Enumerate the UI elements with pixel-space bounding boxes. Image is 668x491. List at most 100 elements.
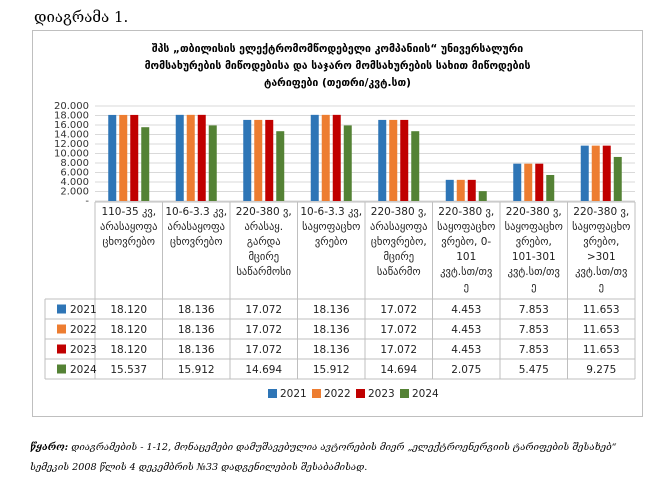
category-label: ცხოვრებო (103, 236, 156, 248)
category-label: ვრებო, 0- (441, 236, 491, 248)
bar-2023 (197, 114, 206, 201)
data-value: 17.072 (380, 304, 417, 316)
data-value: 15.912 (313, 364, 350, 376)
data-value: 18.136 (178, 304, 215, 316)
category-label: 101-301 (512, 251, 556, 263)
category-label: კვტ.სთ/თვ (575, 266, 627, 278)
data-value: 11.653 (583, 324, 620, 336)
data-value: 5.475 (519, 364, 549, 376)
bar-2022 (389, 119, 398, 201)
legend-key-2022 (312, 389, 321, 398)
bar-2024 (613, 156, 622, 201)
category-label: საყოფაცხო (572, 221, 630, 233)
category-label: ცხოვრებო, (371, 236, 427, 248)
category-label: ე (464, 281, 469, 293)
bar-2024 (141, 127, 150, 201)
data-value: 17.072 (245, 324, 282, 336)
category-label: 220-380 ვ, (506, 206, 562, 218)
y-tick-label: 10.000 (54, 149, 89, 160)
data-value: 7.853 (519, 344, 549, 356)
category-label: 101 (456, 251, 476, 263)
category-label: 220-380 ვ, (371, 206, 427, 218)
bar-2024 (208, 125, 217, 201)
bar-2023 (265, 119, 274, 201)
category-label: ე (599, 281, 604, 293)
category-label: 220-380 ვ, (438, 206, 494, 218)
legend-key-2024 (400, 389, 409, 398)
data-value: 9.275 (586, 364, 616, 376)
bar-2022 (254, 119, 263, 201)
category-label: საყოფაცხო (302, 221, 360, 233)
chart-title: შპს „თბილისის ელექტრომომწოდებელი კომპანი… (144, 43, 531, 89)
legend-label: 2021 (280, 388, 307, 400)
category-label: >301 (587, 251, 616, 263)
y-tick-label: 18.000 (54, 111, 89, 122)
bar-2023 (467, 179, 476, 201)
y-tick-label: 2.000 (60, 187, 89, 198)
category-label: ცხოვრებო (170, 236, 223, 248)
data-value: 7.853 (519, 324, 549, 336)
category-label: კვტ.სთ/თვ (508, 266, 560, 278)
y-tick-label: 4.000 (60, 177, 89, 188)
table-key-2021 (57, 304, 66, 314)
category-label: ვრებო (315, 236, 348, 248)
category-label: ვრებო, (516, 236, 552, 248)
data-value: 15.912 (178, 364, 215, 376)
bar-2024 (276, 131, 285, 201)
legend-key-2021 (268, 389, 277, 398)
table-series-label: 2021 (70, 304, 97, 316)
bar-2023 (602, 145, 611, 201)
bar-2024 (411, 131, 420, 201)
y-tick-label: 16.000 (54, 120, 89, 131)
data-value: 18.136 (178, 324, 215, 336)
y-tick-label: 6.000 (60, 168, 89, 179)
footnote-lead: წყარო: (30, 442, 69, 453)
data-value: 14.694 (380, 364, 417, 376)
category-label: 110-35 კვ, (101, 206, 156, 218)
bar-2024 (546, 174, 555, 201)
legend-label: 2022 (324, 388, 351, 400)
bar-2022 (456, 179, 465, 201)
category-label: საწარმოსი (236, 266, 291, 278)
table-key-2023 (57, 344, 66, 354)
y-tick-label: 20.000 (54, 101, 89, 112)
legend-label: 2023 (368, 388, 395, 400)
category-label: საყოფაცხო (437, 221, 495, 233)
bar-2023 (400, 119, 409, 201)
category-label: ე (531, 281, 536, 293)
data-value: 18.120 (110, 324, 147, 336)
data-value: 18.136 (313, 324, 350, 336)
table-key-2022 (57, 324, 66, 334)
data-value: 17.072 (380, 324, 417, 336)
footnote-text: დიაგრამების - 1-12, მონაცემები დამუშავებ… (30, 442, 617, 473)
category-label: 220-380 ვ, (236, 206, 292, 218)
bar-2021 (175, 114, 184, 201)
figure-caption: დიაგრამა 1. (34, 8, 129, 26)
category-label: საყოფაცხო (505, 221, 563, 233)
bar-2021 (310, 114, 319, 201)
data-value: 2.075 (451, 364, 481, 376)
table-series-label: 2023 (70, 344, 97, 356)
legend-key-2023 (356, 389, 365, 398)
category-label: 10-6-3.3 კვ, (165, 206, 227, 218)
data-value: 11.653 (583, 304, 620, 316)
category-label: ვრებო, (583, 236, 619, 248)
bar-2021 (108, 114, 117, 201)
table-key-2024 (57, 364, 66, 374)
y-tick-label: - (85, 196, 89, 207)
category-label: 10-6-3.3 კვ, (300, 206, 362, 218)
data-value: 18.136 (313, 344, 350, 356)
data-value: 18.136 (313, 304, 350, 316)
bar-2021 (445, 179, 454, 201)
y-tick-label: 14.000 (54, 130, 89, 141)
data-value: 18.120 (110, 304, 147, 316)
category-label: არასაყ. (244, 221, 283, 233)
category-label: გარდა (247, 236, 281, 248)
bar-2024 (343, 125, 352, 201)
category-label: კვტ.სთ/თვ (440, 266, 492, 278)
category-label: მცირე (383, 251, 414, 263)
category-label: არასაყოფა (167, 221, 225, 233)
source-footnote: წყარო: დიაგრამების - 1-12, მონაცემები და… (30, 438, 642, 478)
bar-2022 (591, 145, 600, 201)
data-value: 4.453 (451, 344, 481, 356)
